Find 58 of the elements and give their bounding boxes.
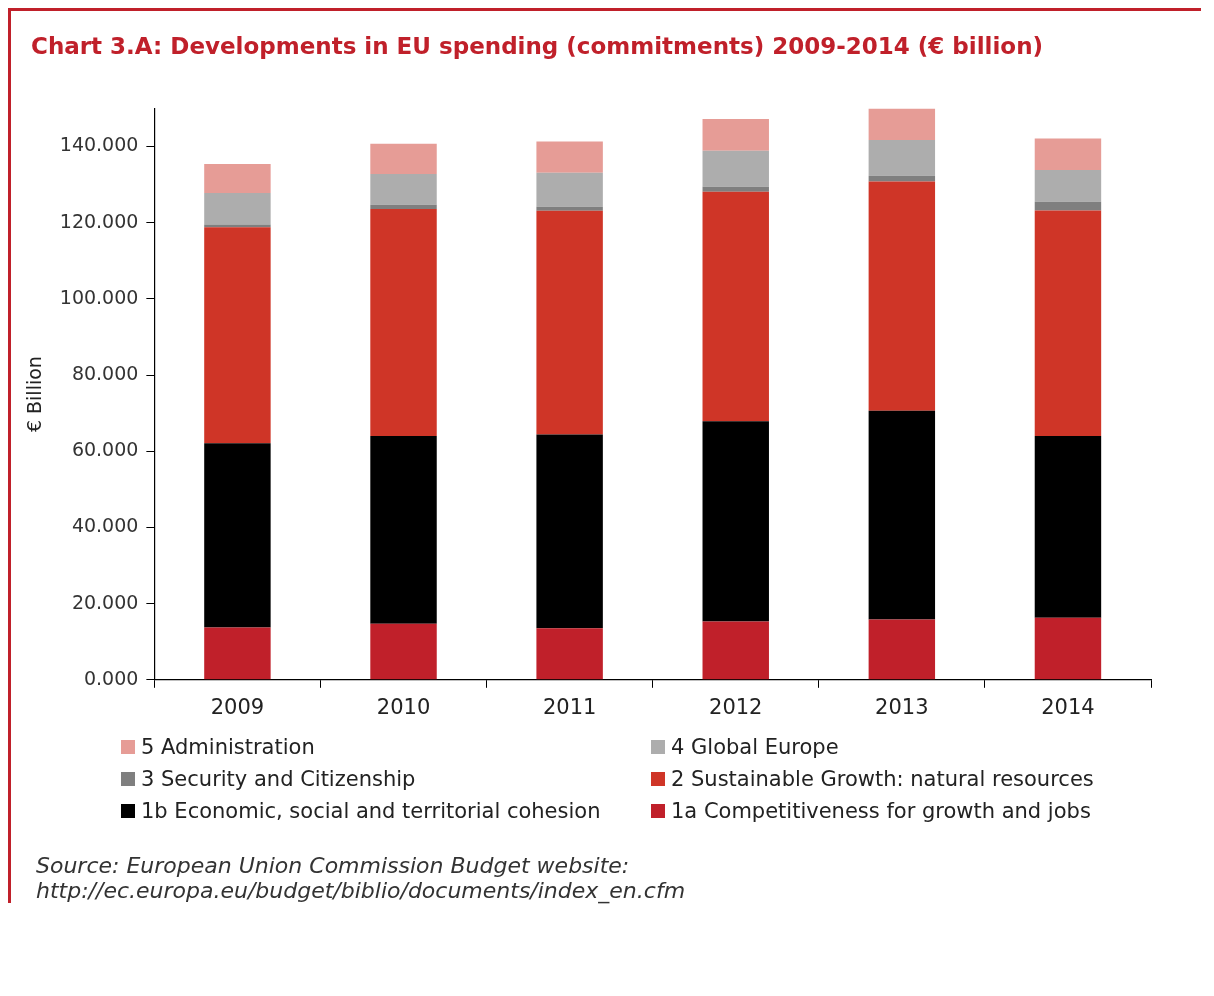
bar (868, 140, 936, 176)
bar (702, 186, 769, 192)
x-tick-label: 2014 (1041, 694, 1095, 719)
bar (1034, 617, 1102, 680)
y-axis-title: € Billion (23, 356, 46, 433)
bar (1034, 436, 1102, 618)
x-tick-label: 2012 (709, 694, 763, 719)
y-tick-label: 80.000 (71, 361, 139, 384)
bar (204, 227, 271, 444)
y-tick-label: 40.000 (71, 514, 139, 537)
bar (204, 164, 271, 193)
bar (702, 119, 769, 151)
legend-label: 2 Sustainable Growth: natural resources (671, 767, 1094, 791)
bar (370, 173, 437, 205)
bar (536, 206, 603, 211)
bar (370, 143, 437, 174)
bar (868, 175, 936, 182)
legend-label: 4 Global Europe (671, 735, 839, 759)
bar (1034, 201, 1102, 211)
x-tick-label: 2011 (542, 694, 597, 719)
chart-title: Chart 3.A: Developments in EU spending (commitments) 2009-2014 (€ billion) (30, 33, 1045, 59)
bar (204, 443, 271, 628)
y-tick-label: 140.000 (59, 133, 139, 156)
bar (204, 627, 271, 680)
x-tick-label: 2009 (210, 694, 265, 719)
bar (1034, 138, 1102, 171)
bar (536, 210, 603, 435)
y-tick-label: 120.000 (59, 209, 139, 232)
bar (702, 421, 769, 622)
bar (702, 191, 769, 422)
bar (1034, 170, 1102, 202)
legend-label: 1b Economic, social and territorial cohesion (141, 799, 601, 823)
bar (536, 141, 603, 173)
y-tick-label: 0.000 (83, 666, 139, 689)
y-tick-label: 60.000 (71, 438, 139, 461)
y-tick-label: 20.000 (71, 590, 139, 613)
bar (370, 208, 437, 436)
bar (702, 150, 769, 187)
bar (536, 434, 603, 629)
bar (370, 623, 437, 680)
bar (370, 204, 437, 209)
legend-label: 1a Competitiveness for growth and jobs (671, 799, 1091, 823)
bar (868, 108, 936, 141)
bar (868, 181, 936, 411)
bar (536, 172, 603, 207)
bar (370, 436, 437, 624)
bar (536, 628, 603, 680)
x-tick-label: 2010 (376, 694, 431, 719)
bar (1034, 210, 1102, 436)
legend-label: 3 Security and Citizenship (141, 767, 416, 791)
bar (702, 621, 769, 680)
bar (868, 410, 936, 620)
x-tick-label: 2013 (875, 694, 929, 719)
legend-label: 5 Administration (141, 735, 315, 759)
source-note: Source: European Union Commission Budget website: http://ec.europa.eu/budget/biblio/documents/index_en.cfm (35, 852, 687, 903)
bar (204, 192, 271, 225)
y-tick-label: 100.000 (59, 285, 139, 308)
bar (868, 619, 936, 680)
